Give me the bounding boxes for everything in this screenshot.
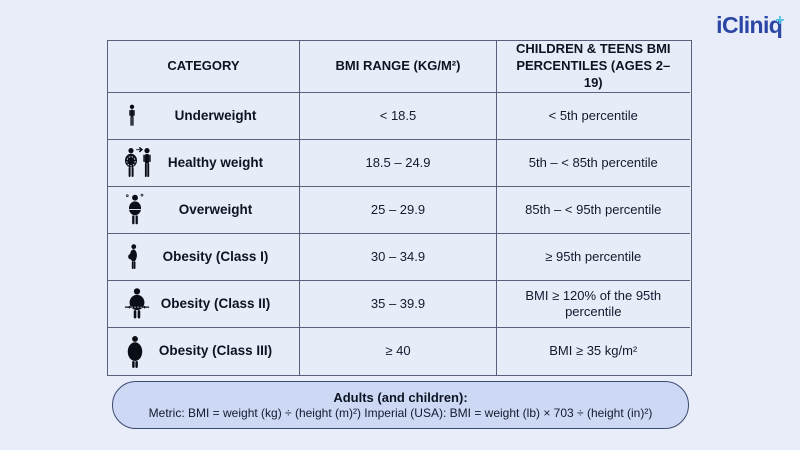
table-row-percentile-cell: 5th – < 85th percentile [497,140,690,187]
table-row-bmi-range-cell: ≥ 40 [300,328,497,375]
footnote-title: Adults (and children): [333,390,468,405]
table-row-percentile-cell: BMI ≥ 120% of the 95th percentile [497,281,690,328]
obesity-class-3-person-icon [124,332,158,372]
table-row-percentile-cell: 85th – < 95th percentile [497,187,690,234]
table-row-category-cell: Underweight [108,93,300,140]
table-row-bmi-range-cell: < 18.5 [300,93,497,140]
category-label: Obesity (Class III) [158,343,273,359]
category-label: Underweight [174,107,257,123]
bmi-table: CATEGORY BMI RANGE (KG/M²) CHILDREN & TE… [107,40,692,376]
overweight-person-icon [124,190,158,230]
category-label: Obesity (Class II) [160,295,271,311]
table-row-category-cell: Obesity (Class II) [108,281,300,328]
table-row-percentile-cell: ≥ 95th percentile [497,234,690,281]
underweight-person-icon [124,96,158,136]
table-row-category-cell: Obesity (Class I) [108,234,300,281]
column-header-bmi-range: BMI RANGE (KG/M²) [300,41,497,93]
column-header-category: CATEGORY [108,41,300,93]
table-row-bmi-range-cell: 30 – 34.9 [300,234,497,281]
table-row-category-cell: Overweight [108,187,300,234]
healthy-weight-person-icon [124,143,158,183]
category-label: Overweight [178,201,253,217]
icliniq-logo-text: iCliniq [716,12,783,38]
footnote-formula: Metric: BMI = weight (kg) ÷ (height (m)²… [148,406,653,420]
icliniq-logo: iCliniq+ [716,12,784,38]
table-row-percentile-cell: < 5th percentile [497,93,690,140]
category-label: Healthy weight [167,154,264,170]
table-row-percentile-cell: BMI ≥ 35 kg/m² [549,343,638,359]
column-header-children-percentiles: CHILDREN & TEENS BMI PERCENTILES (AGES 2… [497,41,690,93]
table-row-category-cell: Healthy weight [108,140,300,187]
table-row-bmi-range-cell: 35 – 39.9 [300,281,497,328]
obesity-class-2-person-icon [124,284,158,324]
table-row-bmi-range-cell: 18.5 – 24.9 [300,140,497,187]
adult-bmi-formula-note: Adults (and children): Metric: BMI = wei… [112,381,689,429]
category-label: Obesity (Class I) [162,248,269,264]
table-row-category-cell: Obesity (Class III) [108,328,300,375]
icliniq-logo-plus-icon: + [775,12,784,29]
table-row-bmi-range-cell: 25 – 29.9 [300,187,497,234]
obesity-class-1-person-icon [124,237,158,277]
